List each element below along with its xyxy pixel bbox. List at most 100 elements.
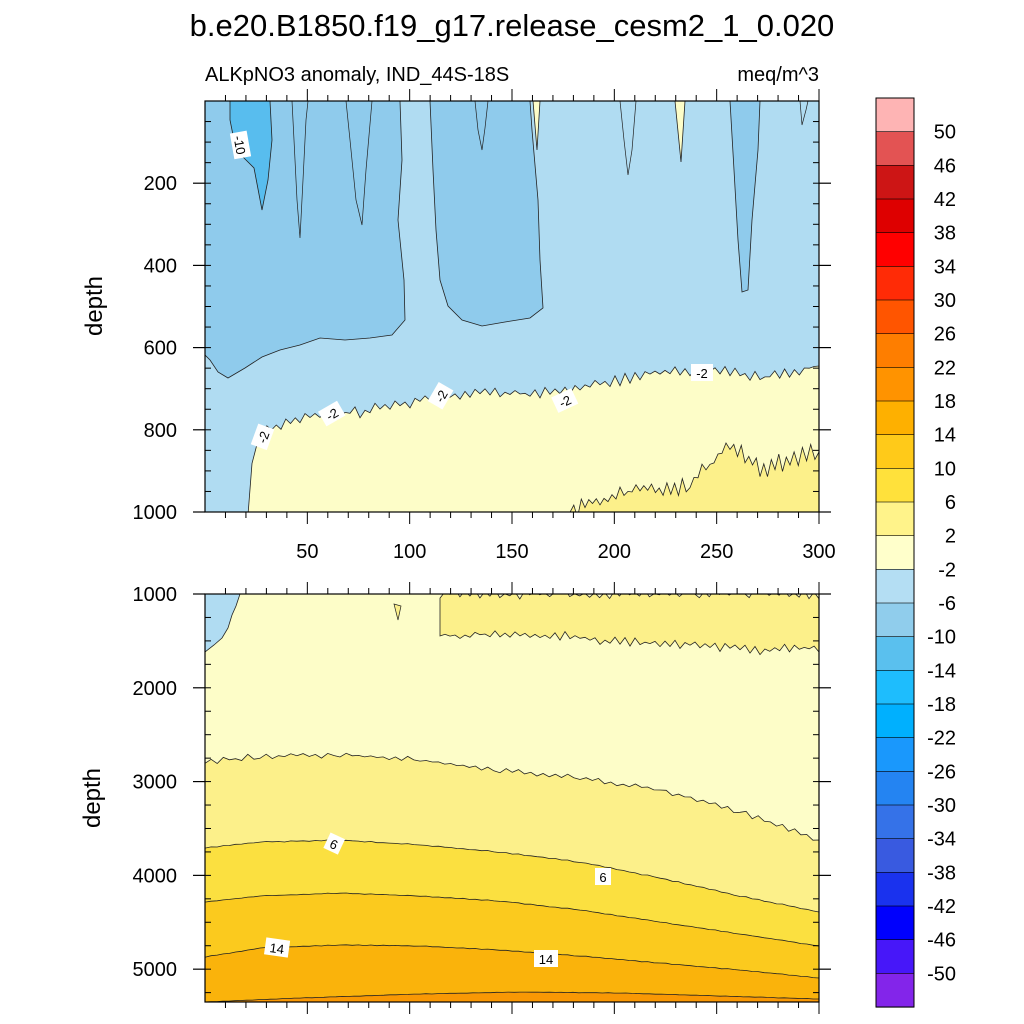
x-tick-label: 50 — [296, 541, 318, 563]
colorbar-swatch — [875, 165, 915, 200]
colorbar-swatch — [875, 232, 915, 267]
colorbar-label: 14 — [934, 425, 956, 447]
colorbar-label: -30 — [927, 795, 956, 817]
colorbar-swatch — [875, 501, 915, 537]
colorbar-label: -18 — [927, 694, 956, 716]
y-tick-label: 800 — [144, 420, 177, 442]
colorbar-label: 42 — [934, 189, 956, 211]
colorbar-swatch — [875, 367, 915, 402]
upper-panel: -10 -2 -2 -2 -2 -2 200 400 600 800 1000 50 10… — [81, 89, 836, 563]
colorbar-label: -14 — [927, 660, 956, 682]
region-minus10-minus6-east — [729, 101, 761, 293]
lower-panel: 6 6 14 14 1000 2000 3000 4000 5000 depth — [79, 582, 831, 1014]
colorbar-label: 30 — [934, 290, 956, 312]
x-tick-label: 100 — [393, 541, 426, 563]
lower-y-axis: 1000 2000 3000 4000 5000 — [133, 584, 831, 994]
colorbar-swatch — [875, 636, 915, 671]
colorbar-swatch — [875, 905, 915, 941]
y-tick-label: 1000 — [133, 584, 178, 606]
colorbar-swatch — [875, 771, 915, 806]
lower-y-axis-label: depth — [79, 768, 106, 828]
region-minus2-2-spike-a — [532, 101, 541, 151]
colorbar-label: -10 — [927, 627, 956, 649]
region-minus10-minus6-mid — [429, 101, 544, 327]
colorbar-swatch — [875, 97, 915, 133]
colorbar-label: 6 — [945, 492, 956, 514]
colorbar-swatch — [875, 569, 915, 604]
region-minus2-2-spike-b — [674, 101, 686, 163]
colorbar-swatch — [875, 468, 915, 503]
colorbar-label: 34 — [934, 256, 956, 278]
colorbar-label: 26 — [934, 324, 956, 346]
colorbar-swatch — [875, 333, 915, 368]
x-tick-label: 300 — [802, 541, 835, 563]
colorbar-label: 22 — [934, 357, 956, 379]
upper-x-axis: 50 100 150 200 250 300 — [224, 89, 836, 563]
colorbar-swatch — [875, 838, 915, 873]
y-tick-label: 2000 — [133, 678, 178, 700]
colorbar-swatch — [875, 602, 915, 638]
colorbar-label: -22 — [927, 728, 956, 750]
panel-subtitle-left: ALKpNO3 anomaly, IND_44S-18S — [205, 64, 509, 86]
x-tick-label: 250 — [700, 541, 733, 563]
colorbar-swatch — [875, 131, 915, 166]
colorbar-swatch — [875, 266, 915, 301]
colorbar-label: 2 — [945, 526, 956, 548]
colorbar-swatch — [875, 434, 915, 469]
colorbar-swatch — [875, 535, 915, 570]
y-tick-label: 600 — [144, 338, 177, 360]
colorbar-label: -26 — [927, 761, 956, 783]
upper-y-axis: 200 400 600 800 1000 — [133, 100, 831, 524]
contour-label: -2 — [557, 392, 574, 410]
colorbar-label: -50 — [927, 963, 956, 985]
region-18-22 — [205, 991, 819, 1002]
colorbar-swatch — [875, 299, 915, 335]
colorbar-label: 10 — [934, 458, 956, 480]
contour-label: 14 — [269, 940, 285, 957]
contour-label: 6 — [599, 870, 606, 885]
region-14-18 — [205, 944, 819, 1002]
colorbar-swatch — [875, 400, 915, 436]
y-tick-label: 4000 — [133, 865, 178, 887]
colorbar-label: -46 — [927, 930, 956, 952]
lower-contour-labels: 6 6 14 14 — [264, 832, 611, 967]
colorbar-swatch — [875, 670, 915, 705]
colorbar-swatch — [875, 198, 915, 234]
surface-contour-lines — [291, 101, 809, 239]
contour-label: 14 — [539, 952, 553, 967]
colorbar-label: 38 — [934, 223, 956, 245]
region-minus6-minus2 — [205, 594, 241, 653]
contour-label: -2 — [696, 366, 708, 381]
contour-label: -2 — [254, 429, 272, 445]
y-tick-label: 5000 — [133, 959, 178, 981]
colorbar: 50 46 42 38 34 30 26 22 18 14 10 6 2 -2 -6 -10 -14 -18 -22… — [875, 97, 956, 1008]
y-tick-label: 1000 — [133, 502, 178, 524]
colorbar-label: -6 — [938, 593, 956, 615]
colorbar-swatch — [875, 703, 915, 739]
colorbar-label: -34 — [927, 829, 956, 851]
y-tick-label: 400 — [144, 255, 177, 277]
colorbar-label: -42 — [927, 896, 956, 918]
panel-units: meq/m^3 — [737, 64, 819, 86]
colorbar-label: 46 — [934, 155, 956, 177]
colorbar-label: 18 — [934, 391, 956, 413]
lower-x-axis — [224, 582, 820, 1014]
colorbar-swatch — [875, 872, 915, 907]
colorbar-frame — [875, 97, 915, 1008]
colorbar-label: 50 — [934, 122, 956, 144]
colorbar-swatch — [875, 973, 915, 1008]
contour-label: -10 — [230, 135, 248, 156]
colorbar-label: -38 — [927, 862, 956, 884]
y-tick-label: 200 — [144, 173, 177, 195]
x-tick-label: 200 — [598, 541, 631, 563]
colorbar-swatch — [875, 939, 915, 974]
colorbar-label: -2 — [938, 559, 956, 581]
upper-y-axis-label: depth — [81, 276, 108, 336]
y-tick-label: 3000 — [133, 772, 178, 794]
region-2-6-fleck — [393, 603, 402, 621]
region-2-6 — [560, 442, 819, 512]
x-tick-label: 150 — [495, 541, 528, 563]
figure-title: b.e20.B1850.f19_g17.release_cesm2_1_0.02… — [190, 8, 835, 43]
colorbar-swatch — [875, 804, 915, 840]
